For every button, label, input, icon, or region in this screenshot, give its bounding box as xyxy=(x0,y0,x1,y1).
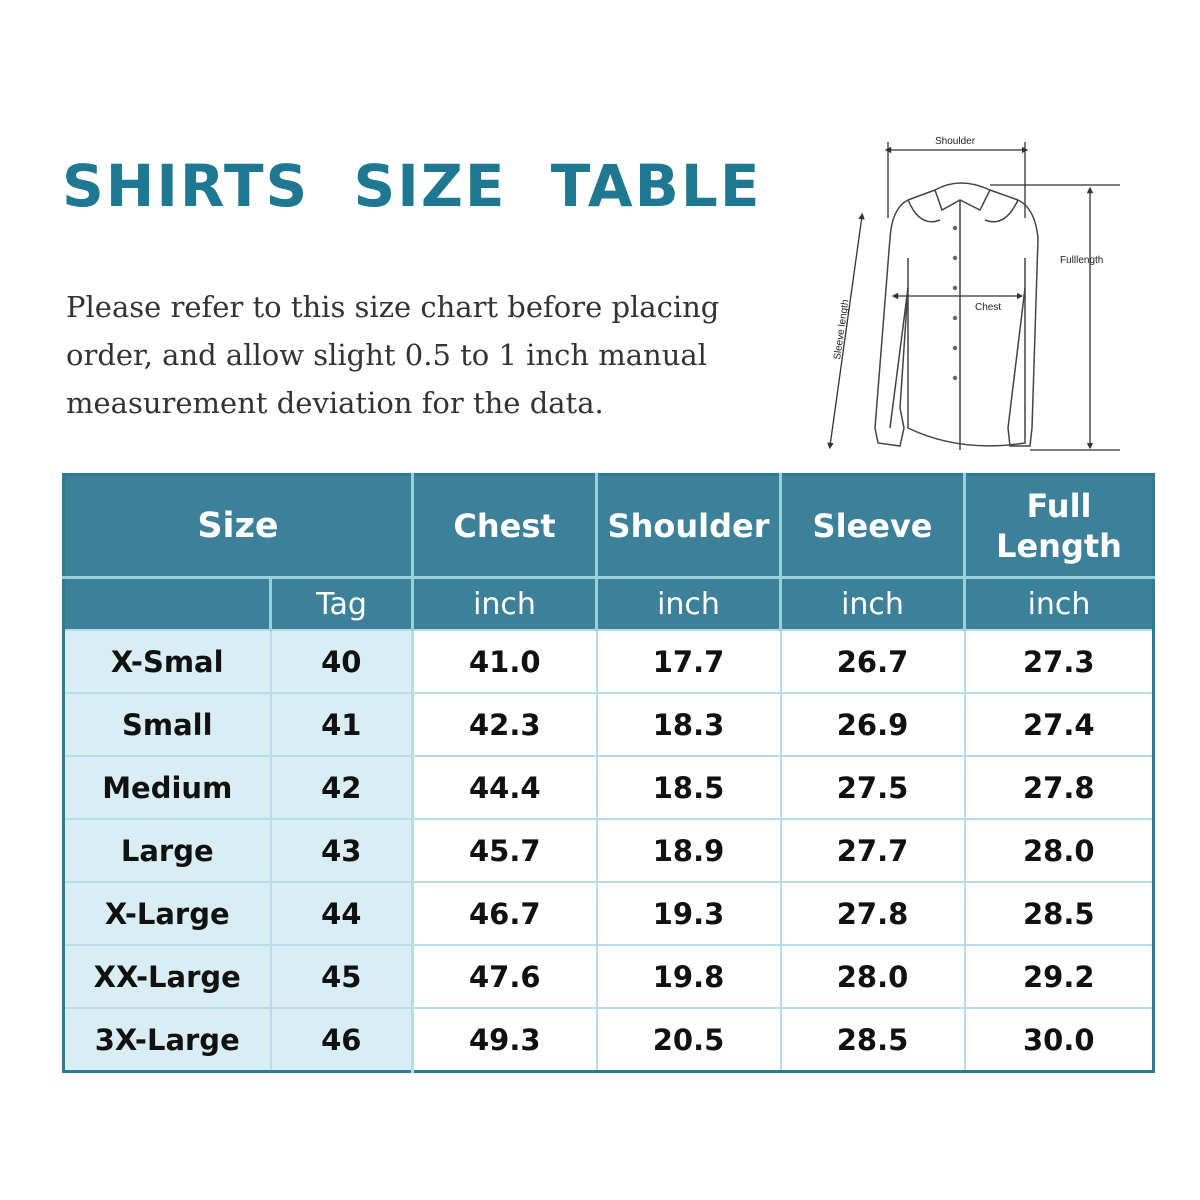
size-cell: Large xyxy=(63,818,271,882)
sleeve-cell: 28.5 xyxy=(779,1007,965,1072)
shoulder-header: Shoulder xyxy=(595,474,781,579)
table-row: 3X-Large 46 49.3 20.5 28.5 30.0 xyxy=(63,1007,1154,1072)
table-row: Small 41 42.3 18.3 26.9 27.4 xyxy=(63,692,1154,756)
shoulder-cell: 19.3 xyxy=(595,881,781,945)
size-note-line: order, and allow slight 0.5 to 1 inch ma… xyxy=(66,338,707,372)
full-length-header-line: Full xyxy=(1026,487,1092,525)
size-table: Size Chest Shoulder Sleeve Full Length T… xyxy=(62,473,1156,1073)
sleeve-unit: inch xyxy=(779,577,965,630)
size-cell: X-Smal xyxy=(63,629,271,693)
size-cell: XX-Large xyxy=(63,944,271,1008)
shirt-outline-icon: Shoulder Fulllength Chest Sleeve length xyxy=(827,136,1120,451)
table-row: Large 43 45.7 18.9 27.7 28.0 xyxy=(63,818,1154,882)
shoulder-unit: inch xyxy=(595,577,781,630)
table-row: X-Smal 40 41.0 17.7 26.7 27.3 xyxy=(63,629,1154,693)
tag-cell: 43 xyxy=(269,818,413,882)
full-length-cell: 27.8 xyxy=(963,755,1154,819)
chest-unit: inch xyxy=(411,577,597,630)
tag-cell: 40 xyxy=(269,629,413,693)
tag-cell: 42 xyxy=(269,755,413,819)
unit-row: Tag inch inch inch inch xyxy=(63,577,1154,630)
chest-cell: 44.4 xyxy=(411,755,597,819)
sleeve-cell: 27.8 xyxy=(779,881,965,945)
chest-label: Chest xyxy=(975,302,1001,313)
table-row: X-Large 44 46.7 19.3 27.8 28.5 xyxy=(63,881,1154,945)
size-cell: Medium xyxy=(63,755,271,819)
table-row: Medium 42 44.4 18.5 27.5 27.8 xyxy=(63,755,1154,819)
sleeve-length-label: Sleeve length xyxy=(832,299,851,361)
sleeve-cell: 26.9 xyxy=(779,692,965,756)
tag-cell: 45 xyxy=(269,944,413,1008)
shoulder-cell: 18.9 xyxy=(595,818,781,882)
shoulder-label: Shoulder xyxy=(935,136,976,147)
chest-cell: 42.3 xyxy=(411,692,597,756)
full-length-header-line: Length xyxy=(996,527,1122,565)
chest-cell: 47.6 xyxy=(411,944,597,1008)
sleeve-cell: 28.0 xyxy=(779,944,965,1008)
full-length-cell: 29.2 xyxy=(963,944,1154,1008)
shoulder-cell: 18.5 xyxy=(595,755,781,819)
chest-cell: 45.7 xyxy=(411,818,597,882)
tag-unit: Tag xyxy=(268,577,413,630)
size-unit-blank xyxy=(63,577,271,630)
shoulder-cell: 19.8 xyxy=(595,944,781,1008)
size-note: Please refer to this size chart before p… xyxy=(66,283,766,427)
shoulder-cell: 17.7 xyxy=(595,629,781,693)
tag-cell: 46 xyxy=(269,1007,413,1072)
shirt-measurement-diagram: Shoulder Fulllength Chest Sleeve length xyxy=(820,128,1130,458)
size-note-line: Please refer to this size chart before p… xyxy=(66,290,720,324)
sleeve-cell: 26.7 xyxy=(779,629,965,693)
chest-cell: 41.0 xyxy=(411,629,597,693)
full-length-header: Full Length xyxy=(963,474,1154,579)
size-header: Size xyxy=(63,474,413,579)
size-cell: 3X-Large xyxy=(63,1007,271,1072)
tag-cell: 44 xyxy=(269,881,413,945)
full-length-cell: 27.4 xyxy=(963,692,1154,756)
full-length-unit: inch xyxy=(963,577,1154,630)
size-note-line: measurement deviation for the data. xyxy=(66,386,604,420)
full-length-cell: 28.0 xyxy=(963,818,1154,882)
full-length-cell: 28.5 xyxy=(963,881,1154,945)
sleeve-cell: 27.7 xyxy=(779,818,965,882)
full-length-cell: 30.0 xyxy=(963,1007,1154,1072)
full-length-label: Fulllength xyxy=(1060,255,1103,266)
page-title: SHIRTS SIZE TABLE xyxy=(62,152,762,220)
size-cell: X-Large xyxy=(63,881,271,945)
header-row: Size Chest Shoulder Sleeve Full Length xyxy=(63,474,1154,579)
shoulder-cell: 18.3 xyxy=(595,692,781,756)
size-cell: Small xyxy=(63,692,271,756)
sleeve-header: Sleeve xyxy=(779,474,965,579)
chest-cell: 49.3 xyxy=(411,1007,597,1072)
full-length-cell: 27.3 xyxy=(963,629,1154,693)
chest-header: Chest xyxy=(411,474,597,579)
sleeve-cell: 27.5 xyxy=(779,755,965,819)
shoulder-cell: 20.5 xyxy=(595,1007,781,1072)
table-row: XX-Large 45 47.6 19.8 28.0 29.2 xyxy=(63,944,1154,1008)
chest-cell: 46.7 xyxy=(411,881,597,945)
tag-cell: 41 xyxy=(269,692,413,756)
